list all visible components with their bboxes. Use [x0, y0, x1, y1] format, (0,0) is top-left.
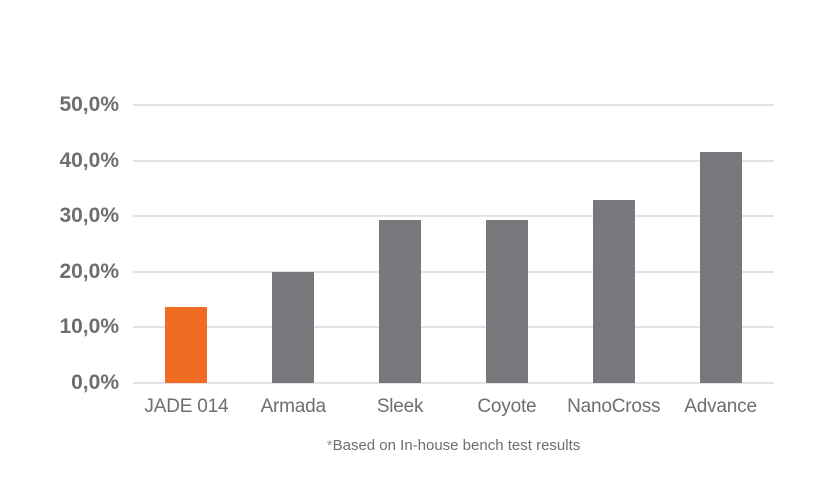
bar-armada — [272, 272, 315, 383]
y-axis-tick-label: 50,0% — [59, 93, 119, 116]
gridline-10-0- — [133, 326, 774, 329]
gridline-20-0- — [133, 270, 774, 273]
gridline-30-0- — [133, 215, 774, 218]
gridline-0-0- — [133, 382, 774, 384]
y-axis-tick-label: 30,0% — [59, 204, 119, 228]
bar-nanocross — [592, 200, 635, 383]
bar-sleek — [379, 219, 422, 383]
x-axis-label-jade-014: JADE 014 — [144, 396, 229, 417]
plot-area — [133, 104, 774, 384]
x-axis-label-advance: Advance — [684, 396, 757, 417]
chart-footnote: *Based on In-house bench test results — [133, 436, 774, 456]
footnote-asterisk: * — [326, 437, 333, 454]
y-axis-tick-label: 40,0% — [59, 148, 119, 172]
x-axis-label-sleek: Sleek — [376, 396, 424, 417]
gridline-50-0- — [133, 104, 774, 106]
y-axis-tick-label: 10,0% — [59, 315, 119, 339]
gridline-40-0- — [133, 159, 774, 162]
bar-advance — [699, 151, 742, 383]
y-axis-tick-label: 0,0% — [71, 371, 119, 394]
footnote-text: Based on In-house bench test results — [332, 437, 581, 454]
x-axis-label-coyote: Coyote — [477, 396, 537, 417]
x-axis-label-nanocross: NanoCross — [567, 396, 661, 417]
x-axis-label-armada: Armada — [260, 396, 327, 417]
bar-jade-014 — [165, 307, 208, 383]
y-axis-tick-label: 20,0% — [59, 259, 119, 283]
bar-coyote — [485, 219, 528, 383]
